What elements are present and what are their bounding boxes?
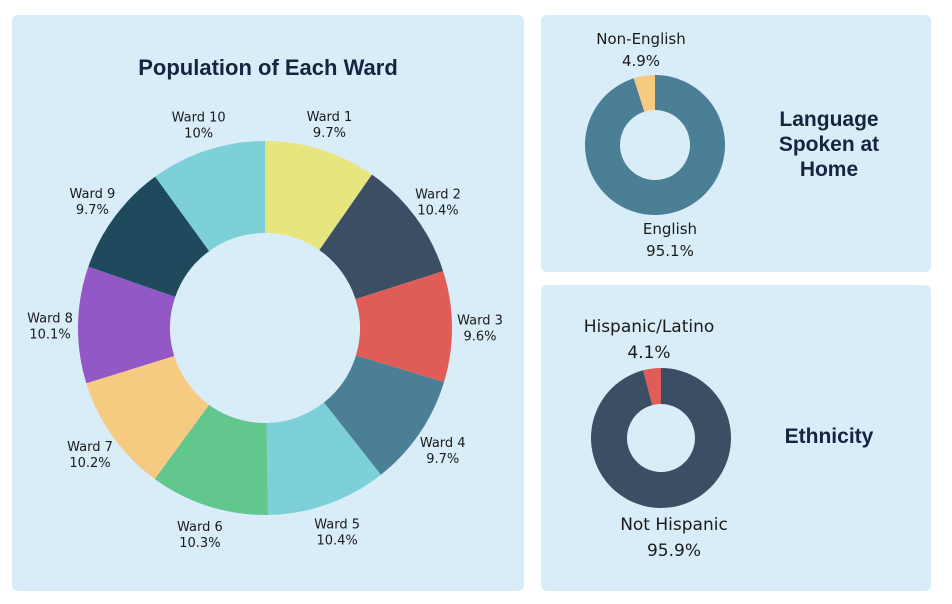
slice-ward-10: [155, 141, 265, 252]
label-ward-10: Ward 10: [172, 111, 226, 126]
value-hispanic-latino: 4.1%: [627, 343, 670, 363]
slice-ward-9: [88, 176, 210, 297]
label-ward-7: Ward 7: [67, 440, 113, 455]
label-english: English: [643, 220, 697, 238]
slice-ward-8: [78, 266, 176, 384]
ethnicity-chart-title: Ethnicity: [784, 425, 874, 448]
value-ward-7: 10.2%: [69, 456, 110, 471]
value-ward-5: 10.4%: [316, 534, 357, 549]
value-ward-1: 9.7%: [313, 126, 346, 141]
slice-ward-6: [154, 404, 268, 515]
label-ward-5: Ward 5: [314, 518, 360, 533]
language-chart-title: Language Spoken at Home: [749, 107, 909, 182]
label-hispanic-latino: Hispanic/Latino: [584, 317, 715, 337]
language-title-line-3: Home: [799, 158, 859, 181]
slice-ward-4: [323, 355, 445, 475]
ethnicity-donut-chart: Hispanic/Latino 4.1% Not Hispanic 95.9%: [584, 317, 731, 561]
slice-english: [585, 75, 725, 216]
value-ward-10: 10%: [184, 127, 213, 142]
language-panel: Language Spoken at Home Non-English 4.9% E…: [541, 15, 931, 272]
language-title-line-1: Language: [779, 108, 879, 131]
value-not-hispanic: 95.9%: [647, 541, 701, 561]
value-ward-3: 9.6%: [463, 329, 496, 344]
label-ward-4: Ward 4: [420, 436, 466, 451]
slice-ward-3: [355, 271, 452, 383]
value-english: 95.1%: [646, 242, 694, 260]
slice-ward-7: [86, 356, 209, 480]
value-ward-4: 9.7%: [426, 452, 459, 467]
slice-non-english: [633, 75, 655, 112]
slice-ward-1: [265, 141, 372, 251]
value-ward-8: 10.1%: [29, 327, 70, 342]
value-ward-6: 10.3%: [179, 536, 220, 551]
value-ward-9: 9.7%: [76, 203, 109, 218]
ward-chart-title: Population of Each Ward: [138, 55, 398, 80]
label-ward-1: Ward 1: [307, 110, 353, 125]
language-title-line-2: Spoken at: [778, 133, 880, 156]
label-ward-9: Ward 9: [69, 187, 115, 202]
slice-hispanic-latino: [643, 368, 661, 406]
slice-ward-2: [319, 174, 444, 300]
value-ward-2: 10.4%: [417, 203, 458, 218]
language-donut-chart: Non-English 4.9% English 95.1%: [585, 30, 725, 260]
ethnicity-panel: Ethnicity Hispanic/Latino 4.1% Not Hispani…: [541, 285, 931, 591]
label-ward-8: Ward 8: [27, 311, 73, 326]
slice-ward-5: [266, 402, 381, 515]
label-ward-3: Ward 3: [457, 313, 503, 328]
ward-population-panel: Population of Each Ward Ward 1 9.7% Ward 2…: [12, 15, 524, 591]
slice-not-hispanic: [591, 368, 731, 508]
ward-donut-chart: Ward 19.7%Ward 210.4%Ward 39.6%Ward 49.7…: [27, 110, 503, 551]
label-ward-2: Ward 2: [415, 187, 461, 202]
label-ward-6: Ward 6: [177, 520, 223, 535]
label-not-hispanic: Not Hispanic: [620, 515, 728, 535]
label-non-english: Non-English: [596, 30, 685, 48]
value-non-english: 4.9%: [622, 52, 660, 70]
